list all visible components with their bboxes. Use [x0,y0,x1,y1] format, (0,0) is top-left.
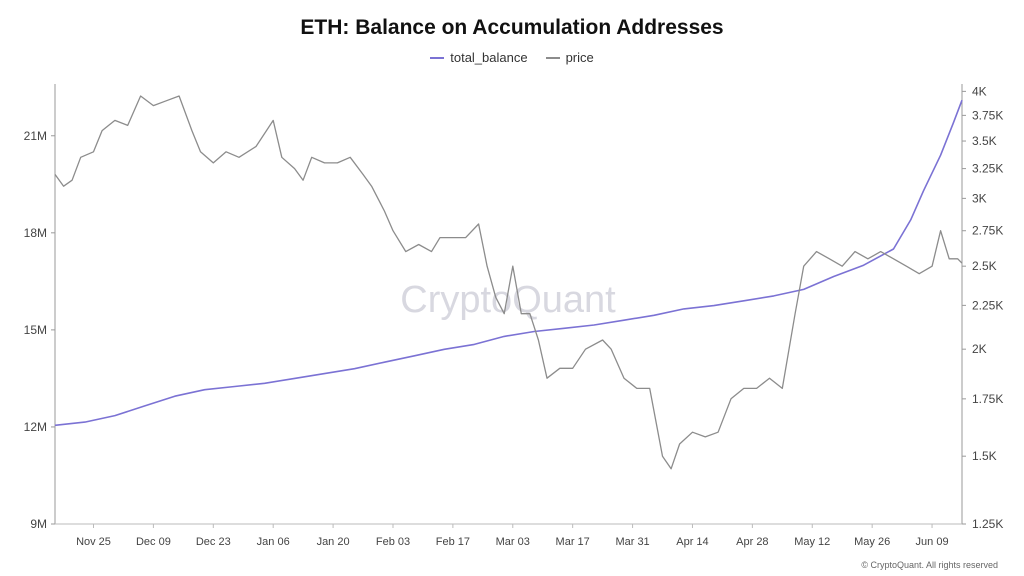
x-tick-label: Apr 14 [676,536,708,548]
x-tick-label: May 26 [854,536,890,548]
right-y-tick-label: 3K [972,191,987,205]
left-y-tick-label: 12M [24,420,47,434]
right-y-axis-ticks: 1.25K 1.5K 1.75K 2K 2.25K 2.5K 2.75K 3K 3.25K 3.5… [962,84,1003,531]
right-y-tick-label: 2.25K [972,298,1003,312]
x-tick-label: Jun 09 [916,536,949,548]
left-y-axis-ticks: 9M 12M 15M 18M 21M [24,129,55,531]
legend-item-total-balance[interactable]: total_balance [430,50,528,65]
series-line-price[interactable] [54,95,963,470]
legend: total_balance price [0,50,1024,65]
x-tick-label: Nov 25 [76,536,111,548]
right-y-tick-label: 1.25K [972,517,1003,531]
legend-label-total-balance: total_balance [450,50,528,65]
x-tick-label: Jan 20 [317,536,350,548]
legend-swatch-total-balance [430,56,445,59]
legend-item-price[interactable]: price [545,50,594,65]
legend-label-price: price [565,50,594,65]
footer-credit: © CryptoQuant. All rights reserved [861,560,998,570]
right-y-tick-label: 2K [972,342,987,356]
right-y-tick-label: 1.75K [972,392,1003,406]
chart-title: ETH: Balance on Accumulation Addresses [300,16,724,39]
left-y-tick-label: 15M [24,323,47,337]
left-y-tick-label: 18M [24,226,47,240]
x-tick-label: Dec 23 [196,536,231,548]
left-y-tick-label: 21M [24,129,47,143]
right-y-tick-label: 3.75K [972,108,1003,122]
left-y-tick-label: 9M [30,517,47,531]
x-tick-label: Mar 31 [615,536,649,548]
x-tick-label: Dec 09 [136,536,171,548]
x-tick-label: Apr 28 [736,536,768,548]
right-y-tick-label: 3.25K [972,162,1003,176]
right-y-tick-label: 2.75K [972,224,1003,238]
x-tick-label: Mar 17 [556,536,590,548]
right-y-tick-label: 1.5K [972,449,997,463]
x-tick-label: Mar 03 [496,536,530,548]
x-tick-label: May 12 [794,536,830,548]
series-layer [54,95,963,470]
right-y-tick-label: 3.5K [972,134,997,148]
x-tick-label: Jan 06 [257,536,290,548]
x-tick-label: Feb 03 [376,536,410,548]
x-tick-label: Feb 17 [436,536,470,548]
right-y-tick-label: 4K [972,84,987,98]
legend-swatch-price [545,56,560,59]
series-line-total-balance[interactable] [54,99,963,427]
x-axis-ticks: Nov 25 Dec 09 Dec 23 Jan 06 Jan 20 Feb 03 Feb … [76,524,949,548]
right-y-tick-label: 2.5K [972,259,997,273]
watermark-text: CryptoQuant [400,279,616,321]
